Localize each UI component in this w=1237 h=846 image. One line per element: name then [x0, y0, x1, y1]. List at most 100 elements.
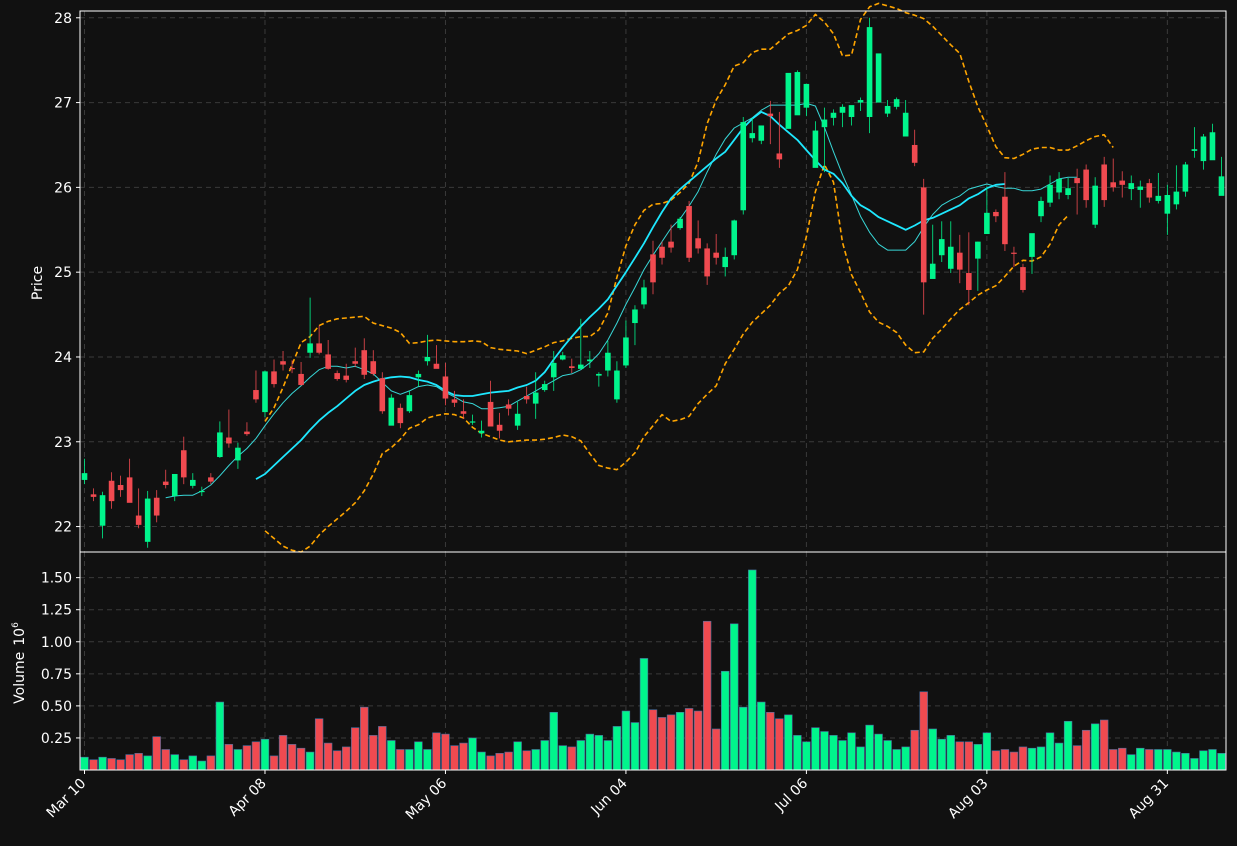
candle-up: [1029, 233, 1035, 257]
volume-bar-down: [693, 710, 703, 771]
candle-down: [352, 361, 359, 364]
candle-down: [1146, 183, 1153, 198]
candle-down: [108, 480, 115, 502]
price-tick-label: 24: [54, 350, 72, 366]
price-tick-label: 23: [54, 435, 72, 451]
candle-down: [1101, 164, 1107, 201]
candle-down: [920, 187, 927, 283]
volume-axis-title: Volume: [12, 652, 28, 704]
candle-up: [1038, 200, 1044, 217]
candle-up: [1092, 185, 1098, 225]
volume-bar-down: [441, 733, 450, 771]
volume-bar-down: [1145, 749, 1154, 771]
candle-down: [713, 252, 719, 258]
date-axis-ticks: Mar 10 Apr 08 May 06 Jun 04 Jul 06 Aug 03 Aug …: [44, 770, 1172, 823]
volume-bar-up: [477, 751, 486, 771]
volume-bar-up: [405, 749, 414, 771]
volume-bar-down: [314, 718, 324, 771]
moving-averages: [165, 102, 1078, 499]
volume-bar-up: [946, 735, 955, 771]
date-tick-label: Aug 31: [1126, 776, 1172, 822]
volume-bar-down: [522, 750, 531, 771]
volume-bar-up: [468, 737, 477, 771]
volume-bar-up: [829, 735, 838, 771]
volume-bar-down: [152, 736, 161, 771]
volume-bar-down: [684, 708, 694, 771]
candle-down: [460, 411, 467, 414]
volume-bar-down: [1000, 749, 1010, 771]
volume-bar-up: [802, 741, 811, 771]
candle-down: [704, 248, 710, 277]
date-tick-label: Aug 03: [945, 776, 991, 822]
volume-bar-up: [1199, 750, 1208, 771]
volume-bar-up: [170, 754, 179, 771]
candle-up: [1065, 188, 1071, 196]
volume-bar-down: [495, 753, 504, 771]
candle-up: [514, 413, 521, 426]
volume-bar-down: [991, 750, 1001, 771]
candle-up: [262, 371, 268, 413]
volume-bar-up: [594, 735, 604, 771]
volume-bar-down: [766, 711, 775, 771]
candle-up: [1164, 195, 1171, 214]
volume-bar-up: [540, 740, 549, 771]
candle-down: [271, 371, 277, 385]
volume-bar-down: [486, 755, 495, 771]
candle-up: [541, 384, 548, 391]
volume-bar-up: [675, 711, 685, 771]
candle-up: [415, 373, 422, 378]
candle-up: [1155, 195, 1162, 201]
price-tick-label: 28: [54, 11, 72, 27]
volume-bars: [80, 569, 1226, 771]
volume-bar-up: [585, 733, 595, 771]
candle-up: [388, 397, 395, 426]
candle-up: [848, 105, 855, 117]
candle-down: [135, 515, 142, 525]
volume-bar-up: [811, 727, 820, 771]
candle-up: [821, 119, 828, 128]
candle-up: [1128, 183, 1135, 190]
candle-down: [208, 477, 214, 482]
candle-down: [343, 375, 349, 380]
candle-up: [144, 498, 151, 542]
volume-bar-down: [378, 726, 387, 771]
candle-down: [1002, 196, 1008, 245]
volume-bar-up: [892, 749, 901, 771]
candle-up: [641, 287, 647, 305]
candle-down: [776, 153, 783, 160]
candle-down: [126, 477, 133, 503]
volume-bar-down: [504, 751, 513, 771]
candle-up: [532, 392, 539, 404]
candle-up: [1191, 149, 1198, 151]
volume-bar-up: [1163, 749, 1172, 771]
candle-up: [307, 343, 313, 353]
candle-down: [1119, 180, 1126, 185]
volume-axis-unit: 10: [12, 628, 28, 646]
candle-up: [677, 218, 683, 229]
candle-down: [767, 113, 774, 117]
volume-bar-down: [711, 728, 721, 771]
price-axis-label: Price: [30, 266, 46, 300]
candle-up: [794, 72, 801, 116]
candle-up: [938, 239, 945, 256]
volume-bar-up: [423, 749, 432, 771]
volume-bar-down: [125, 754, 134, 771]
volume-bar-up: [1090, 723, 1100, 771]
candle-up: [1182, 164, 1189, 192]
volume-bar-up: [901, 746, 910, 771]
volume-bar-down: [342, 746, 351, 771]
candle-up: [803, 83, 810, 108]
candle-up: [99, 495, 106, 526]
volume-bar-up: [612, 726, 622, 771]
volume-bar-down: [1081, 729, 1091, 771]
volume-bar-up: [233, 749, 243, 771]
volume-bar-up: [982, 732, 992, 771]
candle-up: [1209, 132, 1216, 161]
volume-bar-up: [80, 756, 89, 771]
volume-bar-up: [1054, 742, 1064, 771]
candle-down: [334, 373, 340, 380]
volume-bar-up: [973, 744, 983, 771]
candle-up: [406, 395, 413, 412]
panel-frames: [79, 10, 1227, 771]
candle-down: [280, 361, 286, 365]
